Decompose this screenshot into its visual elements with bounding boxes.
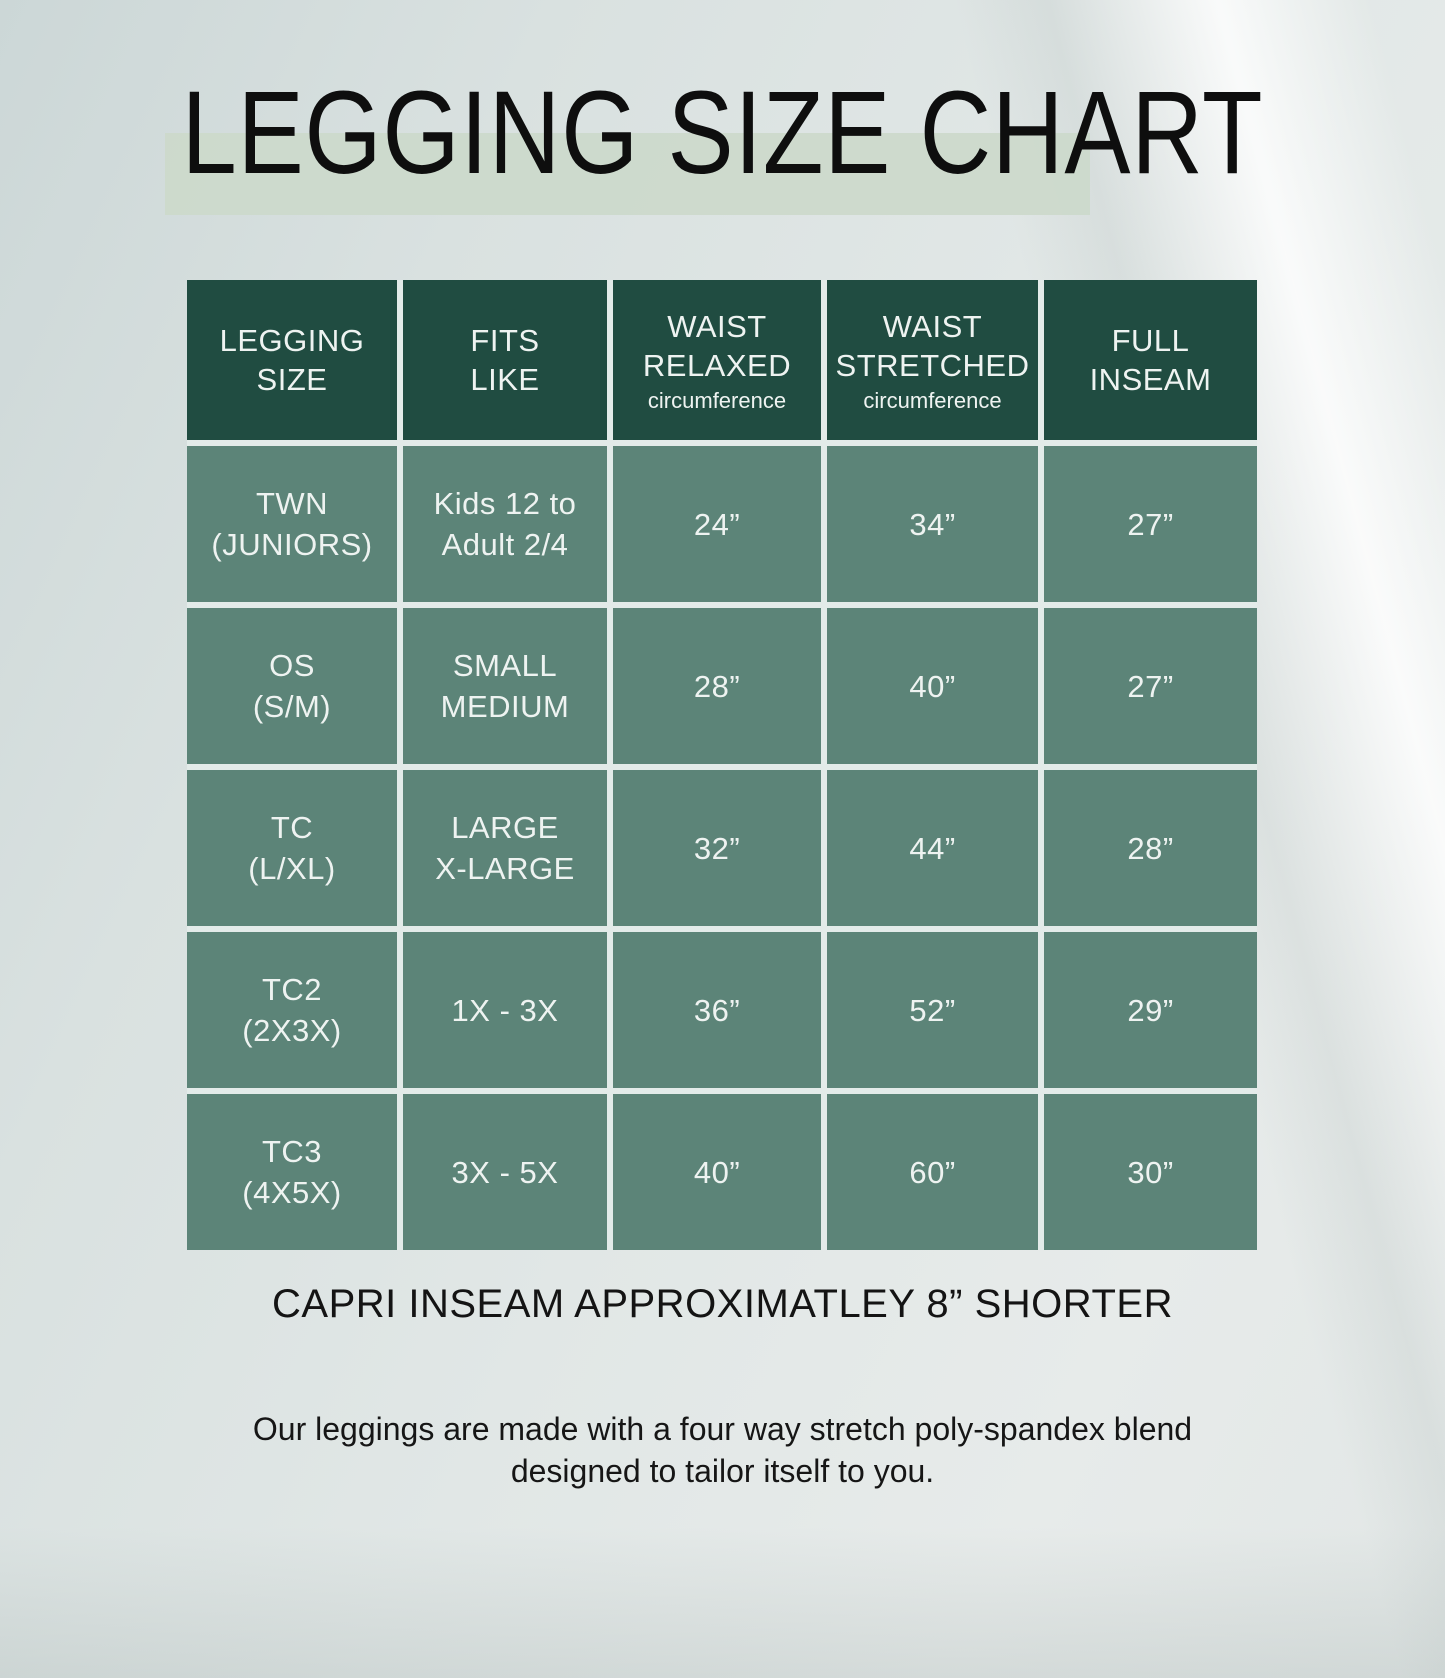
row2-fits-like: SMALL MEDIUM <box>403 608 607 764</box>
column-header-waist-stretched: WAIST STRETCHED circumference <box>827 280 1038 440</box>
column-subheader-circumference: circumference <box>647 387 787 413</box>
capri-inseam-note: CAPRI INSEAM APPROXIMATLEY 8” SHORTER <box>272 1282 1173 1326</box>
column-header-label: FITS LIKE <box>470 323 540 397</box>
row4-legging-size: TC2 (2X3X) <box>187 932 397 1088</box>
column-header-legging-size: LEGGING SIZE <box>187 280 397 440</box>
row4-waist-relaxed: 36” <box>613 932 821 1088</box>
column-header-label: WAIST RELAXED <box>642 308 792 383</box>
page-title: LEGGING SIZE CHART <box>181 67 1264 199</box>
row3-full-inseam: 28” <box>1044 770 1257 926</box>
material-description: Our leggings are made with a four way st… <box>252 1411 1193 1489</box>
row4-full-inseam: 29” <box>1044 932 1257 1088</box>
row1-full-inseam: 27” <box>1044 446 1257 602</box>
row4-fits-like: 1X - 3X <box>403 932 607 1088</box>
row5-full-inseam: 30” <box>1044 1094 1257 1250</box>
row3-waist-stretched: 44” <box>827 770 1038 926</box>
row3-fits-like: LARGE X-LARGE <box>403 770 607 926</box>
row2-waist-stretched: 40” <box>827 608 1038 764</box>
title-highlight-bar <box>165 133 1090 215</box>
row5-legging-size: TC3 (4X5X) <box>187 1094 397 1250</box>
row1-waist-stretched: 34” <box>827 446 1038 602</box>
row2-legging-size: OS (S/M) <box>187 608 397 764</box>
row1-legging-size: TWN (JUNIORS) <box>187 446 397 602</box>
column-subheader-circumference: circumference <box>863 387 1002 413</box>
row3-waist-relaxed: 32” <box>613 770 821 926</box>
row4-waist-stretched: 52” <box>827 932 1038 1088</box>
row5-waist-relaxed: 40” <box>613 1094 821 1250</box>
row1-fits-like: Kids 12 to Adult 2/4 <box>403 446 607 602</box>
size-chart-table: LEGGING SIZE FITS LIKE WAIST RELAXED cir… <box>187 280 1257 1250</box>
column-header-fits-like: FITS LIKE <box>403 280 607 440</box>
column-header-label: WAIST STRETCHED <box>835 308 1030 383</box>
row2-full-inseam: 27” <box>1044 608 1257 764</box>
row5-waist-stretched: 60” <box>827 1094 1038 1250</box>
column-header-label: LEGGING SIZE <box>219 323 365 397</box>
column-header-full-inseam: FULL INSEAM <box>1044 280 1257 440</box>
row1-waist-relaxed: 24” <box>613 446 821 602</box>
column-header-waist-relaxed: WAIST RELAXED circumference <box>613 280 821 440</box>
row5-fits-like: 3X - 5X <box>403 1094 607 1250</box>
row2-waist-relaxed: 28” <box>613 608 821 764</box>
row3-legging-size: TC (L/XL) <box>187 770 397 926</box>
column-header-label: FULL INSEAM <box>1089 323 1212 397</box>
